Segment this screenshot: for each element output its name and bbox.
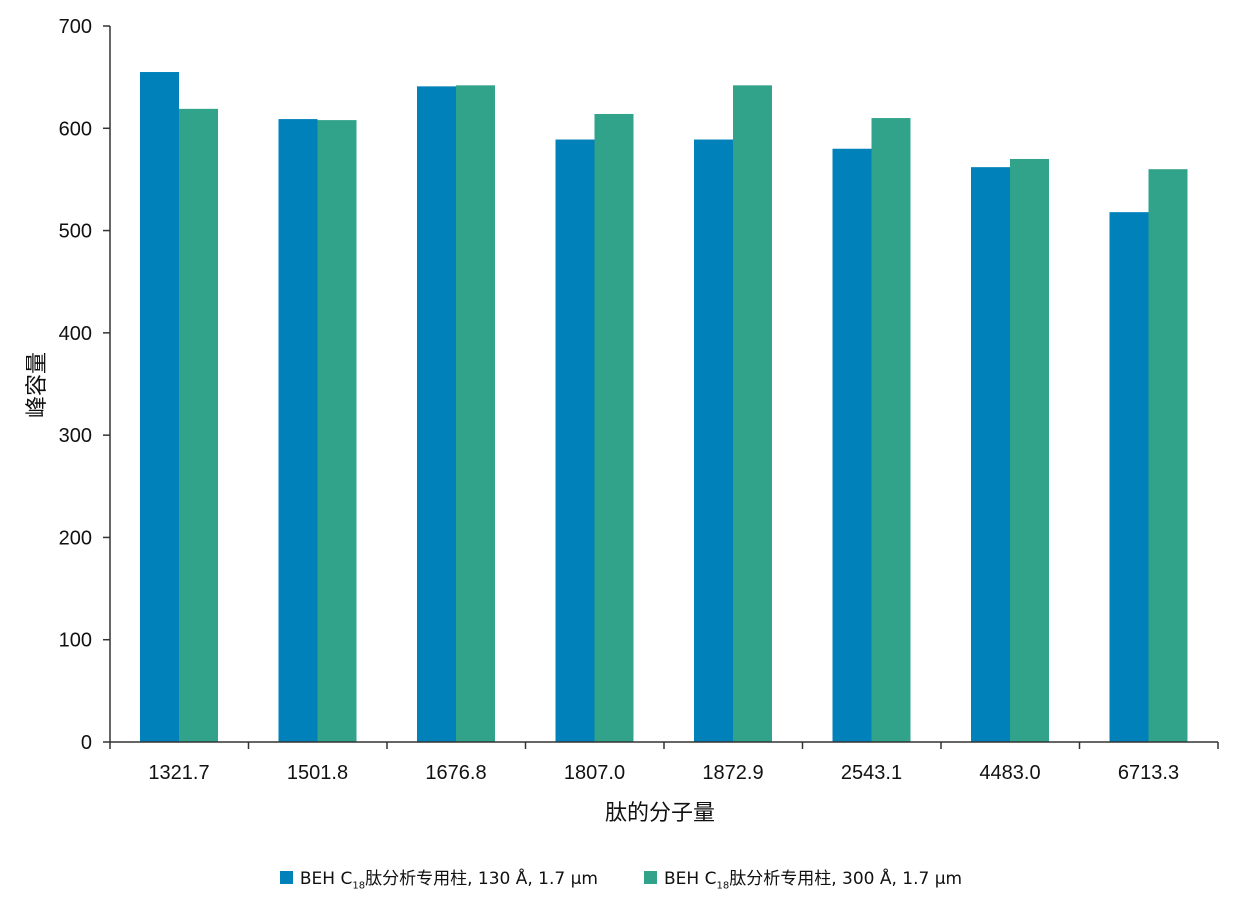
x-tick-label-1807.0: 1807.0	[564, 762, 625, 784]
bar-series-1-1501.8	[278, 119, 318, 742]
y-axis-title: 峰容量	[25, 352, 50, 418]
legend-label-series-2: BEH C18肽分析专用柱, 300 Å, 1.7 μm	[664, 869, 963, 892]
bar-series-2-1872.9	[733, 85, 772, 743]
axes-group: 0 100 200 300 400 500 600 700 1321.7 1501.8 1676.8…	[59, 16, 1219, 784]
x-tick-label-6713.3: 6713.3	[1118, 762, 1179, 784]
bars-group	[140, 72, 1188, 743]
bar-series-2-4483.0	[1010, 158, 1049, 742]
legend-label-series-1: BEH C18肽分析专用柱, 130 Å, 1.7 μm	[299, 869, 598, 892]
bar-series-1-1676.8	[417, 86, 456, 742]
legend: BEH C18肽分析专用柱, 130 Å, 1.7 μm BEH C18肽分析专…	[0, 864, 1242, 891]
y-tick-label-300: 300	[59, 425, 92, 447]
y-tick-label-500: 500	[59, 221, 92, 243]
bar-series-2-1676.8	[456, 85, 495, 743]
x-tick-label-4483.0: 4483.0	[979, 762, 1040, 784]
bar-series-2-1807.0	[594, 113, 634, 743]
bar-series-2-1321.7	[179, 108, 218, 742]
legend-swatch-series-1	[279, 871, 293, 885]
x-tick-label-1872.9: 1872.9	[702, 762, 763, 784]
x-axis-title: 肽的分子量	[605, 801, 715, 826]
y-tick-label-400: 400	[59, 323, 92, 345]
bar-series-2-2543.1	[871, 118, 911, 743]
y-tick-label-200: 200	[59, 527, 92, 549]
y-tick-label-600: 600	[59, 118, 92, 140]
bar-series-2-1501.8	[317, 120, 357, 743]
bar-series-1-4483.0	[971, 167, 1010, 742]
x-tick-label-2543.1: 2543.1	[841, 762, 902, 784]
y-tick-label-700: 700	[59, 16, 92, 38]
x-tick-label-1321.7: 1321.7	[148, 762, 209, 784]
y-tick-label-0: 0	[81, 732, 92, 754]
bar-series-1-1872.9	[694, 139, 733, 743]
bar-series-2-6713.3	[1148, 169, 1188, 742]
bar-series-1-1321.7	[140, 72, 179, 743]
x-tick-label-1501.8: 1501.8	[287, 762, 348, 784]
legend-item-series-2: BEH C18肽分析专用柱, 300 Å, 1.7 μm	[644, 864, 962, 891]
x-tick-label-1676.8: 1676.8	[425, 762, 486, 784]
bar-series-1-1807.0	[555, 139, 595, 743]
legend-item-series-1: BEH C18肽分析专用柱, 130 Å, 1.7 μm	[279, 864, 598, 892]
legend-swatch-series-2	[644, 871, 657, 885]
y-tick-label-100: 100	[59, 630, 92, 652]
bar-series-1-2543.1	[832, 148, 872, 742]
bar-series-1-6713.3	[1109, 212, 1149, 742]
